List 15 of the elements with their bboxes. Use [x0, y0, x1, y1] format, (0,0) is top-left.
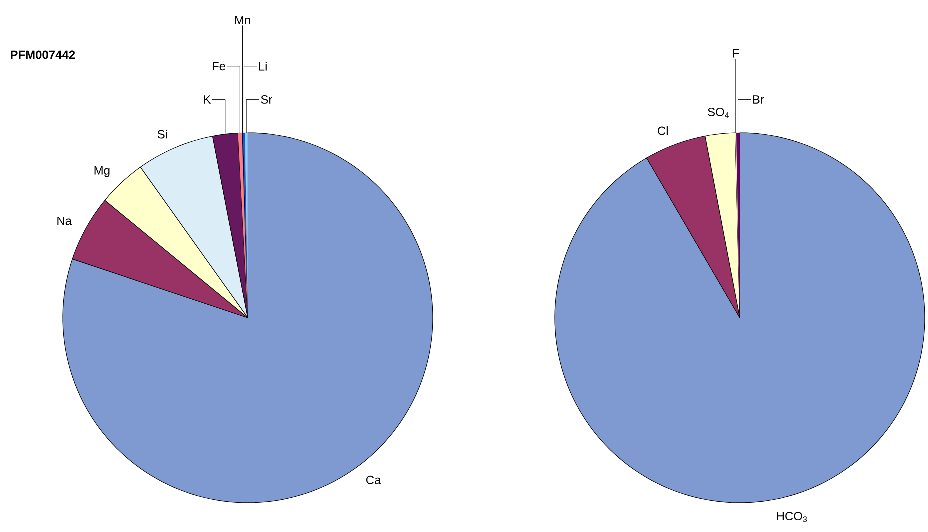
slice-label: HCO$_{3}$ — [777, 512, 808, 522]
slice-label: Si — [158, 130, 168, 139]
slice-label: Sr — [261, 95, 273, 104]
slice-label: Mn — [235, 16, 250, 24]
slice-label: Cl — [658, 126, 668, 136]
slice-label: Mg — [94, 166, 110, 178]
slice-label: Na — [58, 217, 72, 226]
slice-label: Ca — [366, 476, 382, 484]
slice-label: Br — [753, 96, 764, 104]
text: PFM007442 — [11, 50, 76, 60]
slice-label: Fe — [213, 62, 226, 71]
slice-label: K — [204, 96, 212, 104]
slice-label: SO$_{4}$ — [708, 108, 730, 118]
slice-label: Li — [259, 62, 267, 71]
slice-label: F — [733, 50, 740, 58]
